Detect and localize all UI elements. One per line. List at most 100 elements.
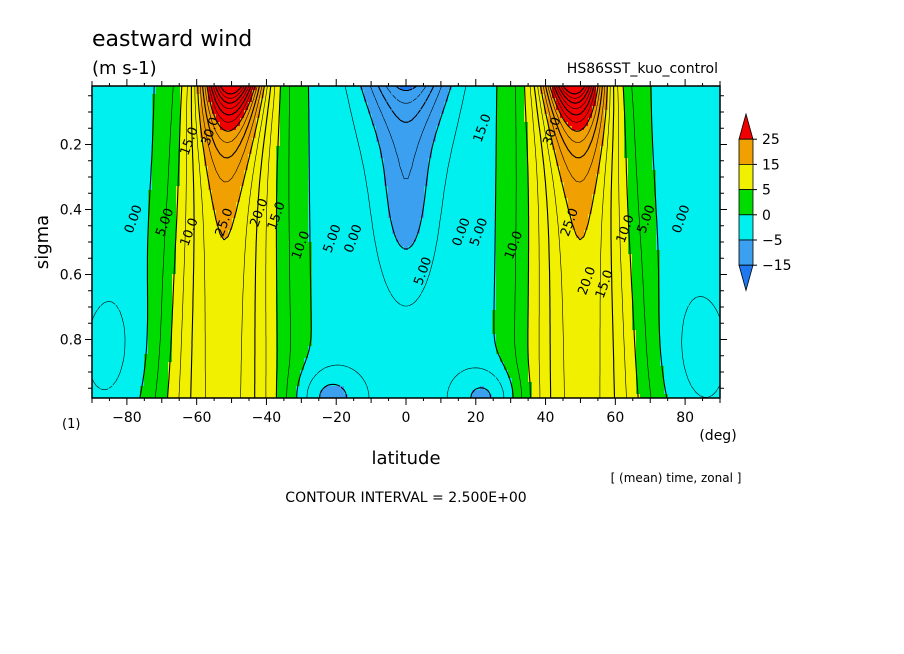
field-cell [328,90,333,95]
field-cell [632,154,637,159]
field-cell [172,162,177,167]
field-cell [708,182,713,187]
field-cell [396,154,401,159]
field-cell [460,94,465,99]
field-cell [452,178,457,183]
field-cell [120,134,125,139]
field-cell [488,162,493,167]
field-cell [656,90,661,95]
field-cell [144,94,149,99]
field-cell [276,106,281,111]
field-cell [476,102,481,107]
field-cell [176,98,181,103]
field-cell [320,174,325,179]
field-cell [600,98,605,103]
field-cell [432,202,437,207]
field-cell [364,142,369,147]
field-cell [628,86,633,91]
field-cell [624,126,629,131]
field-cell [532,170,537,175]
field-cell [308,126,313,131]
field-cell [616,162,621,167]
field-cell [520,126,525,131]
field-cell [148,118,153,123]
field-cell [608,146,613,151]
field-cell [432,182,437,187]
field-cell [112,138,117,143]
field-cell [96,190,101,195]
field-cell [192,90,197,95]
field-cell [104,170,109,175]
field-cell [448,182,453,187]
field-cell [296,126,301,131]
field-cell [536,170,541,175]
field-cell [288,130,293,135]
field-cell [144,106,149,111]
field-cell [716,202,720,207]
field-cell [92,194,97,199]
field-cell [204,154,209,159]
field-cell [360,102,365,107]
field-cell [328,170,333,175]
field-cell [388,122,393,127]
field-cell [236,118,241,123]
field-cell [632,186,637,191]
field-cell [448,102,453,107]
field-cell [344,138,349,143]
field-cell [148,210,153,215]
field-cell [564,94,569,99]
field-cell [264,158,269,163]
field-cell [312,210,317,215]
field-cell [116,194,121,199]
field-cell [648,174,653,179]
field-cell [716,170,720,175]
field-cell [704,106,709,111]
field-cell [260,90,265,95]
field-cell [236,106,241,111]
field-cell [160,210,165,215]
field-cell [420,202,425,207]
field-cell [500,122,505,127]
field-cell [288,122,293,127]
field-cell [156,186,161,191]
field-cell [268,126,273,131]
field-cell [256,134,261,139]
field-cell [308,134,313,139]
field-cell [676,94,681,99]
field-cell [716,126,720,131]
field-cell [232,146,237,151]
field-cell [100,114,105,119]
field-cell [364,138,369,143]
field-cell [372,110,377,115]
field-cell [600,198,605,203]
field-cell [168,186,173,191]
field-cell [524,98,529,103]
field-cell [220,162,225,167]
field-cell [452,118,457,123]
field-cell [180,102,185,107]
field-cell [376,210,381,215]
field-cell [512,210,517,215]
field-cell [200,174,205,179]
field-cell [476,202,481,207]
field-cell [392,126,397,131]
field-cell [612,162,617,167]
field-cell [96,90,101,95]
field-cell [412,174,417,179]
field-cell [444,86,449,91]
field-cell [676,182,681,187]
field-cell [104,98,109,103]
field-cell [284,190,289,195]
field-cell [628,114,633,119]
field-cell [188,202,193,207]
field-cell [692,134,697,139]
field-cell [280,130,285,135]
field-cell [636,106,641,111]
field-cell [424,166,429,171]
field-cell [400,194,405,199]
field-cell [344,86,349,91]
field-cell [292,122,297,127]
field-cell [404,182,409,187]
field-cell [688,158,693,163]
field-cell [308,122,313,127]
